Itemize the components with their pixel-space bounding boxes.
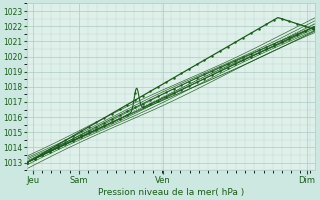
X-axis label: Pression niveau de la mer( hPa ): Pression niveau de la mer( hPa ) bbox=[98, 188, 244, 197]
